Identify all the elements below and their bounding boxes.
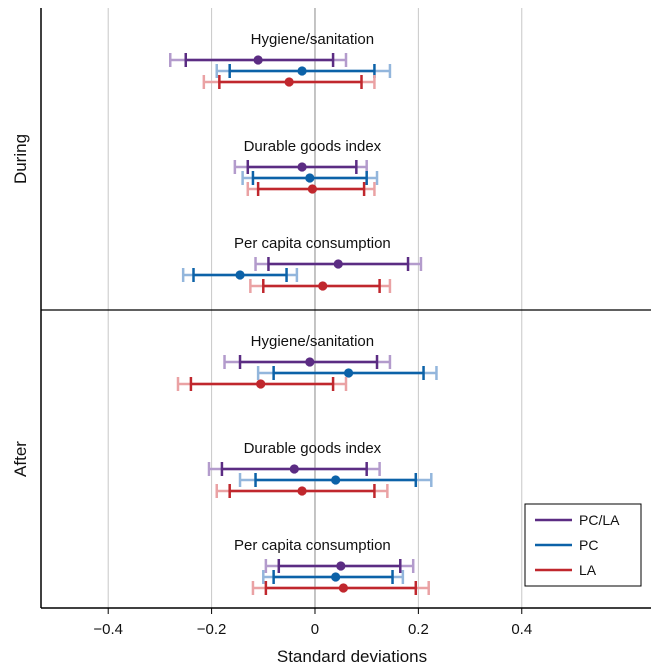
point-estimate <box>297 486 307 496</box>
point-estimate <box>338 583 349 593</box>
legend-label: LA <box>579 562 597 578</box>
axes <box>40 8 651 609</box>
point-estimate <box>235 270 245 280</box>
point-estimate <box>307 184 317 194</box>
point-estimate <box>318 281 328 291</box>
x-tick-label: −0.2 <box>197 621 227 638</box>
point-estimate <box>253 55 263 65</box>
x-tick-label: 0.2 <box>408 621 429 638</box>
group-label: Per capita consumption <box>234 537 391 554</box>
legend-label: PC/LA <box>579 512 620 528</box>
group-label: Hygiene/sanitation <box>251 333 374 350</box>
point-estimate <box>333 259 343 269</box>
group-label: Per capita consumption <box>234 235 391 252</box>
panel-label: After <box>11 441 30 477</box>
group-label: Durable goods index <box>244 440 382 457</box>
panel-label: During <box>11 134 30 184</box>
point-estimate <box>289 464 299 474</box>
x-ticks: −0.4 −0.2 0 0.2 0.4 <box>93 608 532 638</box>
legend-label: PC <box>579 537 598 553</box>
point-estimate <box>305 173 315 183</box>
point-estimate <box>331 572 341 582</box>
point-estimate <box>297 162 307 172</box>
panel-labels: During After <box>11 134 30 477</box>
point-estimate <box>336 561 346 571</box>
x-tick-label: 0 <box>311 621 319 638</box>
point-estimate <box>305 357 315 367</box>
grid <box>107 8 523 608</box>
point-estimate <box>343 368 354 378</box>
group-label: Hygiene/sanitation <box>251 31 374 48</box>
point-estimate <box>256 379 266 389</box>
point-estimate <box>331 475 341 485</box>
x-tick-label: 0.4 <box>511 621 532 638</box>
x-axis-label: Standard deviations <box>277 647 427 666</box>
legend: PC/LA PC LA <box>524 503 642 587</box>
point-estimate <box>297 66 307 76</box>
point-estimate <box>284 77 294 87</box>
group-label: Durable goods index <box>244 138 382 155</box>
x-tick-label: −0.4 <box>93 621 123 638</box>
error-bars: Hygiene/sanitation Durable goods index Per… <box>168 31 438 595</box>
